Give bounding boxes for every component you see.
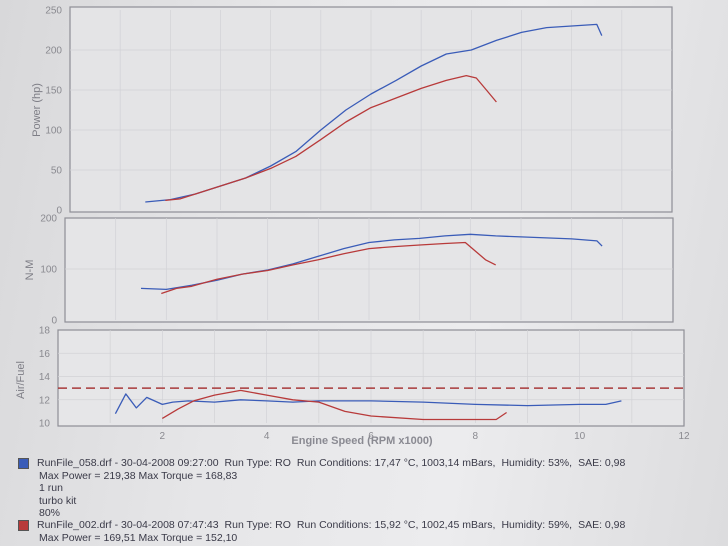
airfuel-y-tick-label: 14 xyxy=(39,372,51,383)
power-panel: 0 50 100 150 200 250 Power (hp) xyxy=(31,6,673,217)
airfuel-lines xyxy=(114,389,622,421)
legend-run-002-run-type: Run Type: RO xyxy=(224,519,291,531)
torque-y-tick-label: 0 xyxy=(51,316,57,327)
airfuel-y-ticks: 10 12 14 16 18 xyxy=(39,326,51,430)
airfuel-grid xyxy=(58,330,684,423)
legend-run-058-conditions: Run Conditions: 17,47 °C, 1003,14 mBars, xyxy=(296,457,496,469)
legend-run-058-swatch xyxy=(18,457,29,469)
power-y-tick-label: 50 xyxy=(51,166,63,177)
legend-run-058-header: RunFile_058.drf - 30-04-2008 09:27:00 Ru… xyxy=(18,457,625,470)
legend-run-002-header: RunFile_002.drf - 30-04-2008 07:47:43 Ru… xyxy=(18,519,625,532)
legend-run-058-humidity: Humidity: 53%, xyxy=(501,457,573,469)
power-y-tick-label: 100 xyxy=(45,126,62,137)
legend-run-058-note3: 80% xyxy=(39,507,61,519)
torque-y-tick-label: 100 xyxy=(40,265,57,276)
legend-run-002-conditions: Run Conditions: 15,92 °C, 1002,45 mBars, xyxy=(296,519,496,531)
legend-run-058-run-type: Run Type: RO xyxy=(224,457,291,469)
airfuel-y-tick-label: 16 xyxy=(39,349,51,360)
airfuel-panel: 10 12 14 16 18 2 4 6 8 10 12 Air/Fuel Engine Spee… xyxy=(15,326,690,448)
torque-panel: 0 100 200 N-M xyxy=(24,214,674,327)
legend-run-002-sae: SAE: 0,98 xyxy=(578,519,626,531)
legend-run-002-humidity: Humidity: 59%, xyxy=(501,519,573,531)
legend-run-058-file: RunFile_058.drf - 30-04-2008 09:27:00 xyxy=(37,457,219,469)
airfuel-series-run-058-line xyxy=(114,393,622,415)
power-y-tick-label: 0 xyxy=(56,206,62,217)
power-y-ticks: 0 50 100 150 200 250 xyxy=(45,6,62,217)
x-axis-title: Engine Speed (RPM x1000) xyxy=(291,435,433,447)
torque-series-run-058-line xyxy=(140,233,603,291)
power-y-tick-label: 250 xyxy=(45,6,62,17)
airfuel-x-tick-label: 6 xyxy=(368,431,374,442)
airfuel-x-tick-label: 4 xyxy=(264,431,270,442)
airfuel-x-ticks: 2 4 6 8 10 12 xyxy=(160,431,690,442)
dyno-chart: 0 50 100 150 200 250 Power (hp) 0 100 200 N-M 1… xyxy=(15,6,690,448)
airfuel-y-tick-label: 10 xyxy=(39,419,51,430)
airfuel-x-tick-label: 10 xyxy=(574,431,586,442)
torque-y-tick-label: 200 xyxy=(40,214,57,225)
torque-axis-title: N-M xyxy=(24,260,36,281)
legend-run-058-max: Max Power = 219,38 Max Torque = 168,83 xyxy=(39,469,238,482)
torque-series-run-002-line xyxy=(161,241,496,295)
legend-run-058: RunFile_058.drf - 30-04-2008 09:27:00 Ru… xyxy=(18,457,625,520)
airfuel-series-run-002-line xyxy=(161,389,507,421)
power-grid xyxy=(70,10,672,210)
airfuel-axis-title: Air/Fuel xyxy=(15,361,27,399)
airfuel-x-tick-label: 12 xyxy=(678,431,690,442)
torque-y-ticks: 0 100 200 xyxy=(40,214,57,327)
airfuel-y-tick-label: 18 xyxy=(39,326,51,337)
torque-grid xyxy=(65,218,673,320)
legend-run-058-note2: turbo kit xyxy=(39,494,77,507)
power-y-tick-label: 200 xyxy=(45,46,62,57)
legend-run-002-file: RunFile_002.drf - 30-04-2008 07:47:43 xyxy=(37,519,219,531)
legend-run-058-sae: SAE: 0,98 xyxy=(578,457,626,469)
airfuel-y-tick-label: 12 xyxy=(39,395,51,406)
power-y-tick-label: 150 xyxy=(45,86,62,97)
torque-lines xyxy=(140,233,603,295)
legend-run-002-max: Max Power = 169,51 Max Torque = 152,10 xyxy=(39,531,238,544)
legend-run-058-note1: 1 run xyxy=(39,482,63,494)
airfuel-x-tick-label: 2 xyxy=(160,431,166,442)
power-series-run-002-line xyxy=(165,74,497,202)
legend-run-002: RunFile_002.drf - 30-04-2008 07:47:43 Ru… xyxy=(18,519,625,544)
power-axis-title: Power (hp) xyxy=(31,83,43,137)
power-lines xyxy=(145,23,603,203)
airfuel-x-tick-label: 8 xyxy=(473,431,479,442)
legend-run-002-swatch xyxy=(18,519,29,531)
